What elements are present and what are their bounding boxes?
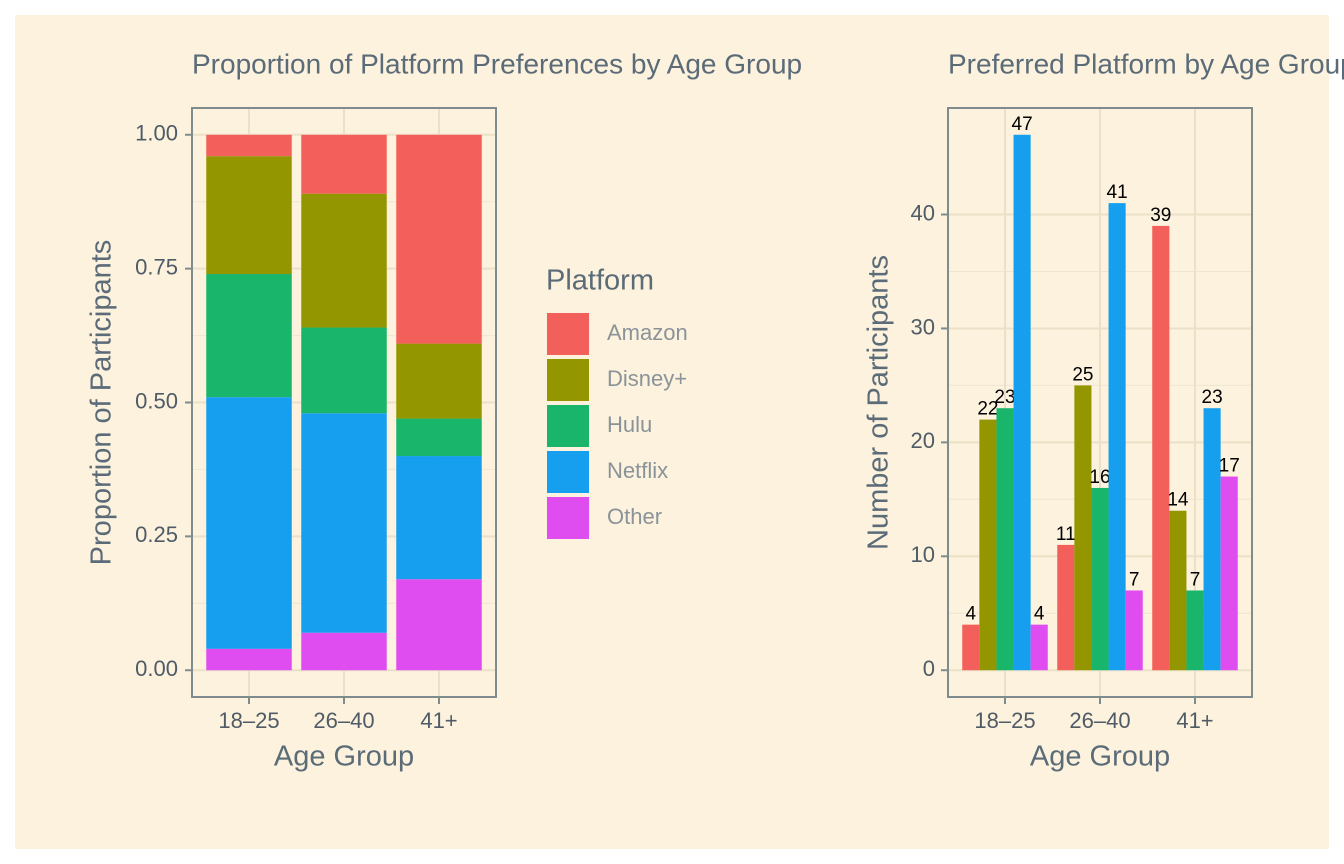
bar-segment (206, 397, 292, 649)
legend-label: Netflix (607, 458, 668, 483)
data-label: 7 (1129, 569, 1140, 590)
data-label: 23 (1202, 387, 1223, 408)
plot-border (191, 107, 497, 698)
bar-segment (396, 456, 482, 580)
bar (1013, 134, 1031, 671)
x-tick-label: 41+ (1176, 708, 1213, 733)
x-tick-label: 18–25 (974, 708, 1035, 733)
bar-segment (396, 134, 482, 344)
y-tick-label: 20 (911, 428, 935, 453)
bar-segment (396, 579, 482, 671)
x-tick-label: 26–40 (1069, 708, 1130, 733)
y-axis-title: Number of Participants (863, 255, 895, 550)
x-axis-title: Age Group (1030, 741, 1170, 773)
bar-segment (206, 273, 292, 398)
bar-segment (206, 134, 292, 157)
chart-title: Preferred Platform by Age Group (948, 48, 1344, 79)
data-label: 14 (1167, 490, 1189, 511)
legend-key (547, 497, 589, 539)
bar-segment (301, 632, 387, 671)
bar-segment (301, 134, 387, 194)
x-tick-label: 26–40 (313, 708, 374, 733)
legend-key (547, 405, 589, 447)
bar (1108, 203, 1126, 671)
legend-label: Amazon (607, 320, 688, 345)
bar-segment (301, 193, 387, 328)
y-axis-title: Proportion of Participants (86, 240, 118, 566)
y-tick-label: 10 (911, 542, 935, 567)
bar (1186, 590, 1204, 671)
legend-label: Other (607, 504, 662, 529)
data-label: 23 (994, 387, 1015, 408)
data-label: 22 (977, 399, 998, 420)
legend-label: Disney+ (607, 366, 687, 391)
data-label: 11 (1056, 524, 1076, 545)
bar (1125, 590, 1143, 671)
bar-segment (396, 343, 482, 419)
bar (1169, 510, 1187, 671)
data-label: 25 (1072, 364, 1093, 385)
data-label: 4 (966, 604, 977, 625)
legend-title: Platform (546, 265, 654, 297)
data-label: 4 (1034, 604, 1045, 625)
bar (1220, 476, 1238, 671)
x-tick-label: 41+ (420, 708, 457, 733)
bar (1203, 408, 1221, 671)
legend-label: Hulu (607, 412, 652, 437)
y-tick-label: 1.00 (135, 121, 178, 146)
bar (1091, 487, 1109, 671)
bar-segment (301, 413, 387, 633)
bar (1074, 385, 1092, 671)
plot-border (947, 107, 1253, 698)
bar-segment (396, 418, 482, 457)
legend-key (547, 313, 589, 355)
bar (1057, 544, 1075, 671)
data-label: 16 (1089, 467, 1110, 488)
bar (1030, 624, 1048, 671)
bar (962, 624, 980, 671)
y-tick-label: 0.50 (135, 388, 178, 413)
data-label: 7 (1190, 569, 1201, 590)
y-tick-label: 0 (923, 656, 935, 681)
y-tick-label: 0.00 (135, 656, 178, 681)
x-tick-label: 18–25 (218, 708, 279, 733)
x-axis-title: Age Group (274, 741, 414, 773)
y-tick-label: 0.25 (135, 522, 178, 547)
data-label: 41 (1107, 182, 1128, 203)
data-label: 47 (1012, 114, 1033, 135)
y-tick-label: 30 (911, 314, 935, 339)
bar (996, 408, 1014, 671)
bar-segment (206, 648, 292, 671)
bar-segment (301, 327, 387, 414)
y-tick-label: 40 (911, 200, 935, 225)
bar (1152, 225, 1170, 671)
bar (979, 419, 997, 671)
data-label: 17 (1219, 456, 1240, 477)
bar-segment (206, 156, 292, 274)
chart-title: Proportion of Platform Preferences by Ag… (192, 48, 802, 79)
legend-key (547, 451, 589, 493)
legend-key (547, 359, 589, 401)
data-label: 39 (1150, 205, 1171, 226)
y-tick-label: 0.75 (135, 254, 178, 279)
